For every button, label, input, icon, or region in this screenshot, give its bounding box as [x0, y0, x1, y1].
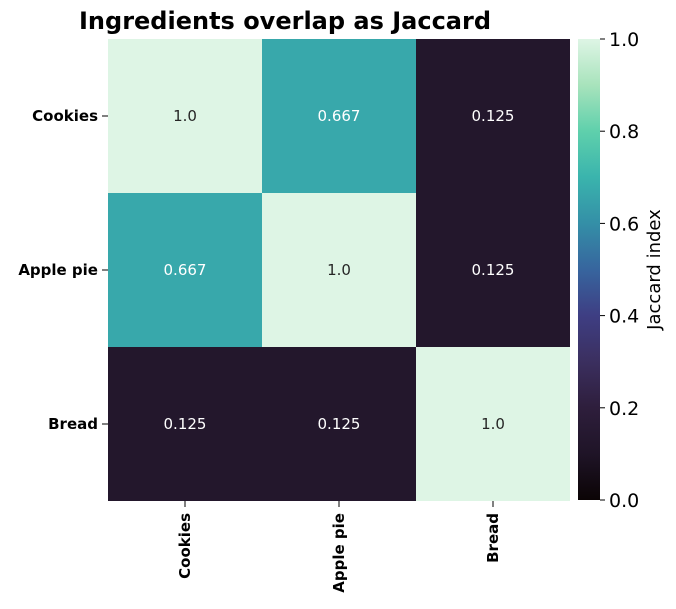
x-tick-label: Apple pie — [330, 513, 348, 593]
cell-value-label: 1.0 — [481, 415, 505, 433]
y-tick-label: Apple pie — [18, 261, 98, 279]
y-tick-label: Cookies — [32, 107, 98, 125]
heatmap-cell — [108, 347, 262, 501]
x-tick-label: Cookies — [176, 513, 194, 579]
cell-value-label: 0.125 — [472, 261, 515, 279]
heatmap-cell — [108, 39, 262, 193]
chart-title: Ingredients overlap as Jaccard — [79, 7, 491, 35]
cell-value-label: 0.125 — [318, 415, 361, 433]
colorbar-tick-label: 0.6 — [609, 213, 639, 235]
colorbar-tick-label: 0.2 — [609, 398, 639, 420]
heatmap-cell — [262, 193, 416, 347]
colorbar-tick-label: 0.8 — [609, 121, 639, 143]
x-axis-ticks: Cookies Apple pie Bread — [176, 501, 502, 593]
colorbar-gradient — [578, 39, 600, 500]
cell-value-label: 1.0 — [327, 261, 351, 279]
colorbar-tick-label: 0.0 — [609, 490, 639, 512]
y-axis-ticks: Cookies Apple pie Bread — [18, 107, 108, 433]
heatmap-cell — [108, 193, 262, 347]
cell-value-label: 1.0 — [173, 107, 197, 125]
cell-value-label: 0.125 — [164, 415, 207, 433]
colorbar: 0.0 0.2 0.4 0.6 0.8 1.0 Jaccard index — [578, 29, 665, 512]
heatmap-cell — [262, 347, 416, 501]
heatmap-cell — [262, 39, 416, 193]
heatmap-cell — [416, 39, 570, 193]
colorbar-ticks: 0.0 0.2 0.4 0.6 0.8 1.0 — [600, 29, 639, 512]
colorbar-label: Jaccard index — [644, 209, 665, 331]
heatmap-cell — [416, 347, 570, 501]
heatmap-cell — [416, 193, 570, 347]
cell-value-label: 0.667 — [318, 107, 361, 125]
colorbar-tick-label: 0.4 — [609, 306, 639, 328]
x-tick-label: Bread — [484, 513, 502, 563]
colorbar-tick-label: 1.0 — [609, 29, 639, 51]
heatmap-cells — [108, 39, 570, 501]
heatmap-cell-labels: 1.0 0.667 0.125 0.667 1.0 0.125 0.125 0.125 1.0 — [164, 107, 515, 433]
cell-value-label: 0.667 — [164, 261, 207, 279]
cell-value-label: 0.125 — [472, 107, 515, 125]
y-tick-label: Bread — [48, 415, 98, 433]
